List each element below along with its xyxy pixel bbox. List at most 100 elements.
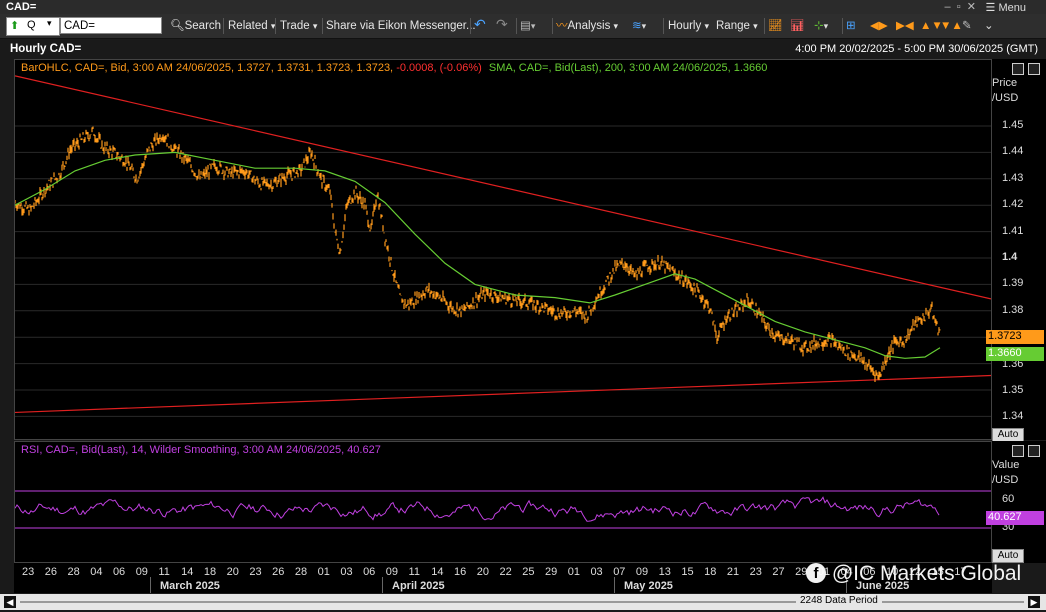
close-icon[interactable]: ✕	[966, 1, 976, 13]
share-eikon-button[interactable]: Share via Eikon Messenger...	[326, 20, 476, 32]
rsi-axis-title: Value	[992, 459, 1020, 471]
export-icon[interactable]: ⊞	[846, 20, 856, 32]
time-tick: 01	[317, 566, 330, 578]
price-chart-svg[interactable]	[15, 60, 991, 439]
price-legend: BarOHLC, CAD=, Bid, 3:00 AM 24/06/2025, …	[21, 62, 767, 74]
time-tick: 10	[886, 566, 899, 578]
time-tick: 20	[476, 566, 489, 578]
data-period-label: 2248 Data Period	[796, 595, 882, 606]
rsi-axis[interactable]: Value /USD 60 30 40.627 Auto	[986, 441, 1046, 563]
month-label: May 2025	[624, 580, 673, 592]
time-tick: 18	[704, 566, 717, 578]
month-divider	[150, 577, 151, 593]
time-tick: 21	[726, 566, 740, 578]
ric-type-selector[interactable]: ⬆ Q ▾	[6, 17, 60, 36]
price-tick: 1.41	[1002, 225, 1024, 237]
search-icon: 🔍︎	[170, 20, 185, 32]
time-tick: 26	[272, 566, 285, 578]
maximize-icon[interactable]: ▫	[956, 1, 961, 13]
time-tick: 29	[544, 566, 558, 578]
time-tick: 03	[340, 566, 353, 578]
panel-maximize-icon[interactable]	[1012, 63, 1024, 75]
time-tick: 23	[249, 566, 262, 578]
month-label: June 2025	[856, 580, 910, 592]
price-tick: 1.4	[1002, 251, 1018, 263]
range-selector[interactable]: Range ▾	[716, 20, 758, 32]
trade-menu[interactable]: Trade ▾	[280, 20, 318, 32]
rsi-last-badge: 40.627	[986, 511, 1044, 525]
time-tick: 28	[67, 566, 80, 578]
more-icon[interactable]: ⌄	[984, 20, 994, 32]
date-range: 4:00 PM 20/02/2025 - 5:00 PM 30/06/2025 …	[795, 43, 1038, 55]
analysis-menu[interactable]: 〰Analysis ▾	[556, 20, 619, 32]
menu-button[interactable]: ☰ Menu	[985, 2, 1026, 14]
time-tick: 04	[90, 566, 103, 578]
rsi-panel[interactable]: RSI, CAD=, Bid(Last), 14, Wilder Smoothi…	[14, 441, 992, 563]
time-tick: 09	[385, 566, 399, 578]
template-icon[interactable]: ▤▾	[520, 20, 536, 32]
chart-header: Hourly CAD= 4:00 PM 20/02/2025 - 5:00 PM…	[0, 39, 1046, 59]
settings-icon[interactable]: ✎	[962, 20, 972, 32]
time-tick: 25	[522, 566, 535, 578]
indicator-icon[interactable]: ≋▾	[632, 20, 647, 32]
scroll-left-icon[interactable]: ◀▶	[870, 20, 888, 32]
time-tick: 04	[840, 566, 853, 578]
crosshair-icon[interactable]: ⊹▾	[814, 20, 829, 32]
chevron-down-icon: ▾	[312, 21, 318, 31]
price-tick: 1.39	[1002, 277, 1024, 289]
time-tick: 06	[112, 566, 126, 578]
rsi-panel-close-icon[interactable]	[1028, 445, 1040, 457]
price-axis[interactable]: Price /USD 1.45 1.44 1.43 1.42 1.41 1.4 1.39 1.…	[986, 59, 1046, 442]
ric-input[interactable]: CAD=	[60, 17, 162, 34]
related-menu[interactable]: Related ▾	[228, 20, 276, 32]
time-tick: 07	[613, 566, 626, 578]
price-axis-title: Price	[992, 77, 1018, 89]
month-label: April 2025	[392, 580, 445, 592]
time-tick: 20	[226, 566, 239, 578]
ohlc-legend: BarOHLC, CAD=, Bid, 3:00 AM 24/06/2025, …	[21, 62, 394, 74]
change-legend: -0.0008, (-0.06%)	[396, 62, 482, 74]
time-tick: 11	[408, 566, 420, 578]
scale-vertical-icon[interactable]: ▲▼	[920, 20, 943, 32]
sma-legend: SMA, CAD=, Bid(Last), 200, 3:00 AM 24/06…	[488, 62, 768, 74]
auto-scale-button[interactable]: Auto	[992, 428, 1024, 442]
minimize-icon[interactable]: –	[944, 1, 951, 13]
resistance-trendline	[15, 75, 991, 300]
facebook-icon: f	[806, 563, 826, 583]
time-tick: 23	[22, 566, 35, 578]
chevron-down-icon: ▾	[704, 21, 709, 31]
panel-close-icon[interactable]	[1028, 63, 1040, 75]
zoom-in-icon[interactable]: ▶◀	[896, 20, 914, 32]
time-tick: 15	[681, 566, 694, 578]
rsi-chart-svg[interactable]	[15, 442, 991, 562]
price-tick: 1.38	[1002, 304, 1024, 316]
search-button[interactable]: 🔍︎Search	[170, 20, 222, 32]
compress-vertical-icon[interactable]: ▼▲	[940, 20, 963, 32]
time-tick: 16	[454, 566, 467, 578]
price-tick: 1.36	[1002, 358, 1024, 370]
interval-selector[interactable]: Hourly ▾	[668, 20, 709, 32]
redo-icon[interactable]: ↷	[496, 16, 508, 32]
month-divider	[614, 577, 615, 593]
toolbar: ⬆ Q ▾ CAD= 🔍︎Search Related ▾ Trade ▾ Sh…	[0, 14, 1046, 39]
rsi-auto-scale-button[interactable]: Auto	[992, 549, 1024, 563]
compare-chart-icon[interactable]: 📊︎	[790, 20, 805, 32]
undo-icon[interactable]: ↶	[474, 16, 486, 32]
scroll-left-button[interactable]: ◀	[4, 596, 16, 608]
time-tick: 09	[635, 566, 649, 578]
chevron-down-icon: ▾	[753, 21, 758, 31]
time-tick: 29	[795, 566, 808, 578]
up-arrow-icon: ⬆	[10, 20, 20, 32]
scroll-right-button[interactable]: ▶	[1028, 596, 1040, 608]
line-chart-icon[interactable]: 📈︎	[768, 20, 783, 32]
rsi-panel-maximize-icon[interactable]	[1012, 445, 1024, 457]
window-controls[interactable]: – ▫ ✕	[945, 0, 977, 13]
time-tick: 15	[931, 566, 944, 578]
time-axis[interactable]: 23 26 28 04 06 09 11 14 18 20 23 26 28 01 03 06 09 11 14 16…	[14, 563, 992, 593]
window-title: CAD=	[6, 1, 37, 13]
title-bar: CAD= – ▫ ✕ ☰ Menu	[0, 0, 1046, 14]
price-chart-panel[interactable]: BarOHLC, CAD=, Bid, 3:00 AM 24/06/2025, …	[14, 59, 992, 440]
last-price-badge: 1.3723	[986, 330, 1044, 344]
scrollbar-track[interactable]	[20, 601, 1024, 603]
status-bar: ◀ ▶ 2248 Data Period	[0, 594, 1046, 610]
